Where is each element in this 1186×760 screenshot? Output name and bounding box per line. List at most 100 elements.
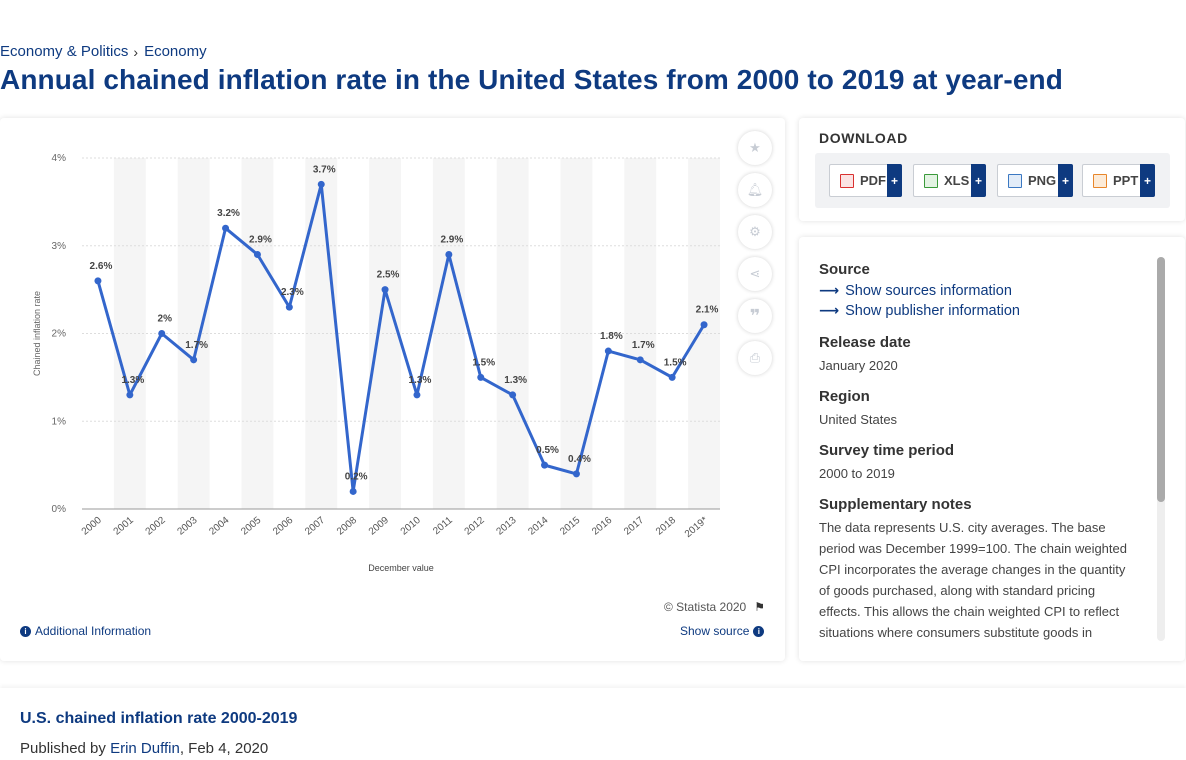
additional-information-link[interactable]: i Additional Information (20, 624, 151, 638)
quote-icon: ❞ (749, 305, 761, 326)
download-pdf-button[interactable]: PDF + (829, 164, 902, 197)
show-sources-link[interactable]: ⟶ Show sources information (819, 282, 1137, 299)
data-point (349, 487, 357, 495)
x-tick-label: 2010 (399, 515, 423, 538)
favorite-button[interactable]: ★ (738, 131, 772, 165)
x-tick-label: 2011 (431, 515, 455, 538)
data-label: 2.9% (249, 235, 272, 246)
data-label: 0.4% (568, 454, 591, 465)
png-file-icon (1008, 173, 1022, 188)
data-point (126, 391, 134, 399)
print-icon: ⎙ (749, 350, 761, 365)
download-xls-button[interactable]: XLS + (913, 164, 986, 197)
x-tick-label: 2015 (558, 515, 582, 538)
x-tick-label: 2006 (271, 515, 295, 538)
y-axis-label: Chained inflation rate (32, 291, 42, 376)
x-tick-label: 2014 (526, 515, 550, 538)
statistic-details-content[interactable]: Source ⟶ Show sources information ⟶ Show… (819, 261, 1137, 641)
x-tick-label: 2019* (683, 515, 710, 540)
data-point (222, 224, 230, 232)
published-by: Published by Erin Duffin, Feb 4, 2020 (20, 740, 268, 757)
plus-icon: + (971, 164, 986, 197)
data-label: 2.9% (440, 235, 463, 246)
gear-icon: ⚙ (749, 224, 761, 239)
plus-icon: + (1058, 164, 1073, 197)
data-label: 0.5% (536, 445, 559, 456)
xls-file-icon (924, 173, 938, 188)
author-link[interactable]: Erin Duffin (110, 740, 180, 757)
data-label: 2.3% (281, 287, 304, 298)
page-title: Annual chained inflation rate in the Uni… (0, 64, 1063, 95)
data-label: 1.3% (504, 375, 527, 386)
data-label: 2.6% (90, 261, 113, 272)
download-ppt-label: PPT (1113, 173, 1139, 188)
plus-icon: + (887, 164, 902, 197)
published-by-label: Published by (20, 740, 106, 757)
data-point (445, 251, 453, 259)
data-label: 1.5% (664, 357, 687, 368)
arrow-right-icon: ⟶ (819, 282, 840, 298)
y-tick-label: 1% (52, 416, 67, 427)
breadcrumb-economy[interactable]: Economy (144, 43, 207, 60)
x-tick-label: 2004 (207, 515, 231, 538)
data-point (190, 356, 198, 364)
notification-button[interactable]: 🔔︎ (738, 173, 772, 207)
download-buttons: PDF + XLS + PNG + PPT + (815, 153, 1170, 208)
supplementary-notes-heading: Supplementary notes (819, 496, 972, 513)
download-ppt-button[interactable]: PPT + (1082, 164, 1155, 197)
details-scrollbar-thumb[interactable] (1157, 257, 1165, 502)
y-tick-label: 4% (52, 153, 67, 164)
region-value: United States (819, 412, 898, 427)
x-tick-label: 2009 (367, 515, 391, 538)
download-title: DOWNLOAD (819, 130, 908, 146)
breadcrumb: Economy & Politics › Economy (0, 43, 207, 60)
y-tick-label: 0% (52, 504, 67, 515)
star-icon: ★ (749, 140, 761, 155)
data-label: 3.2% (217, 208, 240, 219)
data-label: 1.3% (121, 375, 144, 386)
data-label: 1.7% (632, 340, 655, 351)
breadcrumb-separator: › (133, 43, 139, 60)
x-axis-label: December value (368, 563, 434, 573)
copyright: © Statista 2020 ⚑ (664, 600, 765, 614)
inflation-line-chart: 0% 1% 2% 3% 4% Chained inflation rate December… (32, 153, 720, 573)
show-publisher-link[interactable]: ⟶ Show publisher information (819, 302, 1137, 319)
data-point (636, 356, 644, 364)
breadcrumb-economy-politics[interactable]: Economy & Politics (0, 43, 129, 60)
download-panel: DOWNLOAD PDF + XLS + PNG + PPT + (799, 118, 1185, 221)
x-tick-label: 2005 (239, 515, 263, 538)
print-button[interactable]: ⎙ (738, 341, 772, 375)
y-tick-label: 3% (52, 241, 67, 252)
data-label: 0.2% (345, 471, 368, 482)
flag-icon[interactable]: ⚑ (754, 600, 765, 614)
data-label: 2% (158, 314, 173, 325)
x-tick-label: 2003 (175, 515, 199, 538)
share-button[interactable]: ⋖ (738, 257, 772, 291)
release-date-heading: Release date (819, 334, 911, 351)
data-point (413, 391, 421, 399)
data-point (541, 461, 549, 469)
download-xls-label: XLS (944, 173, 970, 188)
details-scrollbar[interactable] (1157, 257, 1165, 641)
publish-date: , Feb 4, 2020 (179, 740, 269, 757)
x-tick-label: 2001 (112, 515, 136, 538)
cite-button[interactable]: ❞ (738, 299, 772, 333)
column-band (369, 158, 401, 509)
statistic-details-panel: Source ⟶ Show sources information ⟶ Show… (799, 237, 1185, 661)
x-tick-label: 2018 (654, 515, 678, 538)
data-label: 1.3% (409, 375, 432, 386)
data-label: 1.8% (600, 331, 623, 342)
download-png-button[interactable]: PNG + (997, 164, 1073, 197)
data-point (158, 330, 166, 337)
ppt-file-icon (1093, 173, 1107, 188)
show-source-link[interactable]: Show source i (680, 624, 765, 638)
x-tick-label: 2000 (80, 515, 104, 538)
data-point (668, 373, 676, 381)
settings-button[interactable]: ⚙ (738, 215, 772, 249)
data-label: 2.5% (377, 270, 400, 281)
survey-period-value: 2000 to 2019 (819, 466, 895, 481)
show-sources-label: Show sources information (845, 282, 1012, 299)
show-publisher-label: Show publisher information (845, 302, 1020, 319)
supplementary-notes-value: The data represents U.S. city averages. … (819, 520, 1127, 640)
copyright-text: © Statista 2020 (664, 600, 747, 614)
